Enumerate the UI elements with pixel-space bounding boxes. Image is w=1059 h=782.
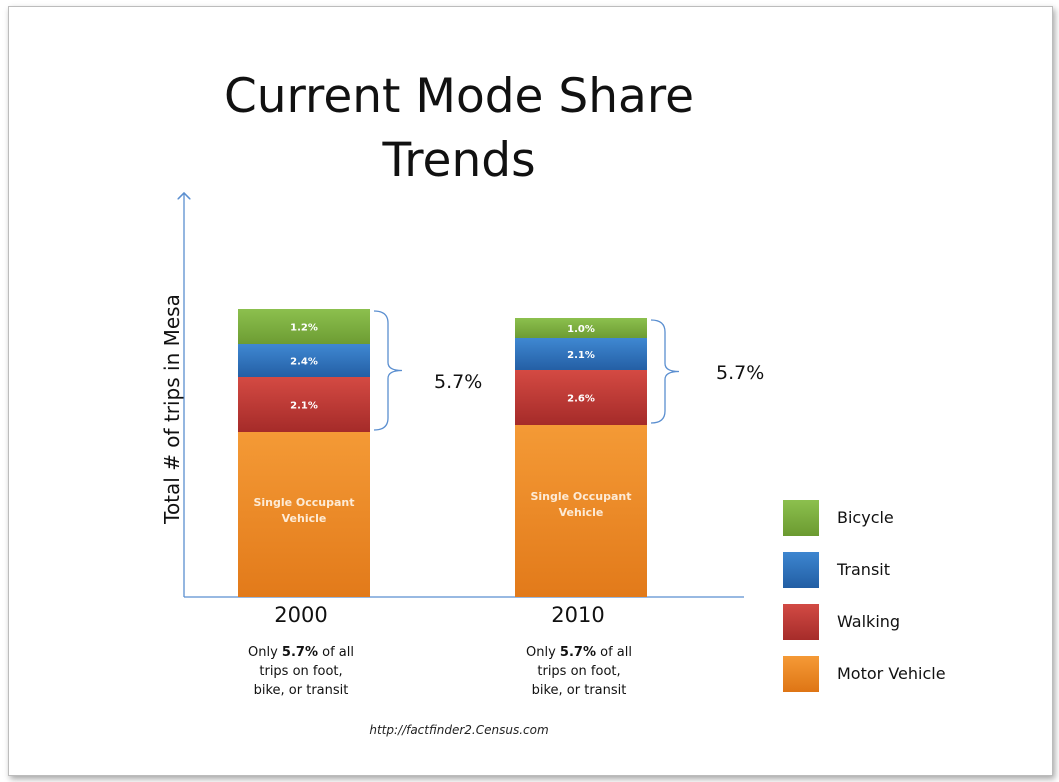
bar-motor-vehicle-2000 xyxy=(238,432,370,597)
legend-item-bicycle: Bicycle xyxy=(783,500,1013,536)
caption-2000-post: of all xyxy=(317,645,354,660)
segment-label-walking-2010: 2.6% xyxy=(567,394,595,405)
title-line-1: Current Mode Share xyxy=(223,69,695,124)
source-citation: http://factfinder2.Census.com xyxy=(369,723,549,737)
chart: Single Occupant Vehicle 2.1% 2.4% 1.2% Single… xyxy=(9,7,744,598)
legend-swatch-bicycle xyxy=(783,500,819,536)
caption-2000-bold: 5.7% xyxy=(281,645,318,660)
legend-item-transit: Transit xyxy=(783,552,1013,588)
caption-2000-line2: trips on foot, xyxy=(259,664,343,679)
segment-label-motor-vehicle-2010: Single Occupant Vehicle xyxy=(530,490,631,519)
title-line-2: Trends xyxy=(382,133,536,188)
segment-label-bicycle-2000: 1.2% xyxy=(290,323,318,334)
bar-transit-2000 xyxy=(238,344,370,377)
bar-walking-2010 xyxy=(515,370,647,425)
legend-swatch-motor-vehicle xyxy=(783,656,819,692)
legend-label-transit: Transit xyxy=(837,560,890,579)
segment-label-transit-2000: 2.4% xyxy=(290,357,318,368)
legend-label-bicycle: Bicycle xyxy=(837,508,894,527)
caption-2000: Only 5.7% of all trips on foot, bike, or… xyxy=(231,643,371,700)
legend-item-walking: Walking xyxy=(783,604,1013,640)
bracket-label-2000: 5.7% xyxy=(434,371,483,393)
brackets-group xyxy=(373,310,680,431)
bars-group: Single Occupant Vehicle 2.1% 2.4% 1.2% Single… xyxy=(238,309,647,597)
bracket-label-2010: 5.7% xyxy=(716,362,765,384)
slide: Single Occupant Vehicle 2.1% 2.4% 1.2% Single… xyxy=(8,6,1053,776)
caption-2010-line3: bike, or transit xyxy=(531,683,627,698)
legend-label-walking: Walking xyxy=(837,612,901,631)
segment-label-motor-vehicle-2000: Single Occupant Vehicle xyxy=(253,496,354,525)
y-axis-title: Total # of trips in Mesa xyxy=(160,294,184,524)
bracket-2000 xyxy=(373,310,403,431)
bar-transit-2010 xyxy=(515,338,647,370)
bar-walking-2000 xyxy=(238,377,370,432)
segment-label-walking-2000: 2.1% xyxy=(290,401,318,412)
caption-2010-post: of all xyxy=(595,645,632,660)
caption-2010-pre: Only xyxy=(526,645,560,660)
year-label-2000: 2000 xyxy=(274,603,328,627)
bar-bicycle-2000 xyxy=(238,309,370,344)
bar-motor-vehicle-2010 xyxy=(515,425,647,597)
caption-2000-line3: bike, or transit xyxy=(253,683,349,698)
year-label-2010: 2010 xyxy=(551,603,605,627)
legend-swatch-walking xyxy=(783,604,819,640)
caption-2010-bold: 5.7% xyxy=(559,645,596,660)
legend-swatch-transit xyxy=(783,552,819,588)
bar-bicycle-2010 xyxy=(515,318,647,338)
caption-2000-pre: Only xyxy=(248,645,282,660)
segment-label-transit-2010: 2.1% xyxy=(567,350,595,361)
caption-2010-line2: trips on foot, xyxy=(537,664,621,679)
chart-title: Current Mode Share Trends xyxy=(159,65,759,193)
legend-item-motor-vehicle: Motor Vehicle xyxy=(783,656,1013,692)
legend-label-motor-vehicle: Motor Vehicle xyxy=(837,664,946,683)
bracket-2010 xyxy=(650,319,680,424)
segment-label-bicycle-2010: 1.0% xyxy=(567,324,595,335)
caption-2010: Only 5.7% of all trips on foot, bike, or… xyxy=(509,643,649,700)
